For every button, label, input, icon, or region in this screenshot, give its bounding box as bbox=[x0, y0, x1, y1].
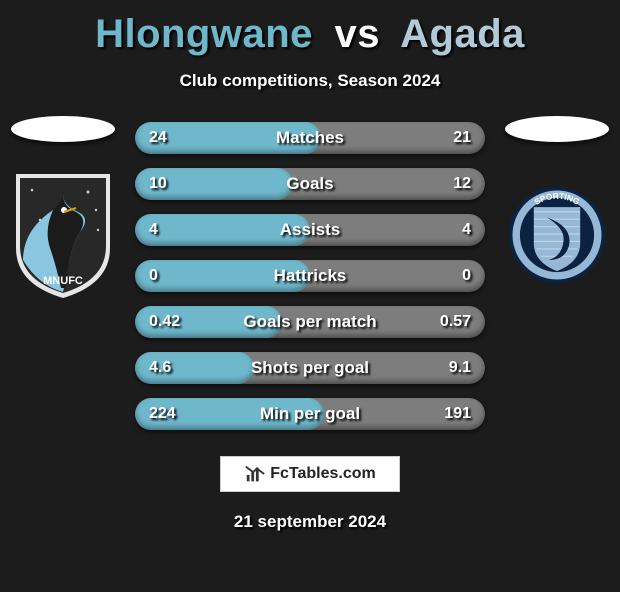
svg-text:MNUFC: MNUFC bbox=[43, 275, 83, 287]
stat-bars-container: 24Matches2110Goals124Assists40Hattricks0… bbox=[135, 122, 485, 430]
stat-value-left: 0 bbox=[149, 267, 158, 285]
comparison-title: Hlongwane vs Agada bbox=[0, 12, 620, 57]
right-team-badge: SPORTING bbox=[502, 170, 612, 300]
mnufc-badge-icon: MNUFC bbox=[8, 170, 118, 300]
stat-label: Min per goal bbox=[260, 404, 360, 424]
player1-name: Hlongwane bbox=[95, 12, 313, 56]
stat-value-right: 4 bbox=[462, 221, 471, 239]
left-team-badge: MNUFC bbox=[8, 170, 118, 300]
fctables-text: FcTables.com bbox=[270, 465, 376, 483]
stat-row: 24 Matches 21 bbox=[135, 122, 485, 154]
stat-label: Hattricks bbox=[274, 266, 347, 286]
right-country-ellipse bbox=[505, 116, 609, 142]
stat-row: 4.6 Shots per goal 9.1 bbox=[135, 352, 485, 384]
fctables-logo: FcTables.com bbox=[220, 456, 400, 492]
stat-value-left: 0.42 bbox=[149, 313, 180, 331]
stat-label: Matches bbox=[276, 128, 344, 148]
stat-value-right: 9.1 bbox=[449, 359, 471, 377]
stat-label: Shots per goal bbox=[251, 358, 369, 378]
stat-value-right: 12 bbox=[453, 175, 471, 193]
stat-row: 10 Goals 12 bbox=[135, 168, 485, 200]
stat-value-right: 191 bbox=[444, 405, 471, 423]
sporting-kc-badge-icon: SPORTING bbox=[506, 184, 608, 286]
subtitle: Club competitions, Season 2024 bbox=[0, 71, 620, 91]
stat-value-left: 24 bbox=[149, 129, 167, 147]
stat-label: Goals bbox=[286, 174, 333, 194]
stat-value-left: 4 bbox=[149, 221, 158, 239]
stat-row: 4 Assists 4 bbox=[135, 214, 485, 246]
stat-row: 0.42 Goals per match 0.57 bbox=[135, 306, 485, 338]
vs-label: vs bbox=[335, 12, 381, 56]
date-label: 21 september 2024 bbox=[234, 512, 386, 532]
player2-name: Agada bbox=[400, 12, 525, 56]
stat-row: 224 Min per goal 191 bbox=[135, 398, 485, 430]
stat-value-right: 0 bbox=[462, 267, 471, 285]
stat-value-left: 4.6 bbox=[149, 359, 171, 377]
stat-value-right: 21 bbox=[453, 129, 471, 147]
left-country-ellipse bbox=[11, 116, 115, 142]
chart-bars-icon bbox=[244, 463, 266, 485]
left-team-column: MNUFC bbox=[8, 116, 118, 300]
stat-value-left: 10 bbox=[149, 175, 167, 193]
stat-row: 0 Hattricks 0 bbox=[135, 260, 485, 292]
stat-value-left: 224 bbox=[149, 405, 176, 423]
stat-label: Assists bbox=[280, 220, 340, 240]
right-team-column: SPORTING bbox=[502, 116, 612, 300]
stat-value-right: 0.57 bbox=[440, 313, 471, 331]
stat-label: Goals per match bbox=[243, 312, 376, 332]
